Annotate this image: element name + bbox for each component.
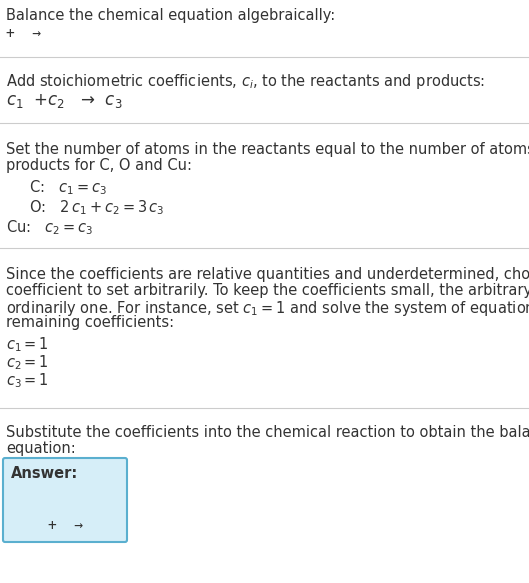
Text: Substitute the coefficients into the chemical reaction to obtain the balanced: Substitute the coefficients into the che… (6, 425, 529, 440)
Text: $c_2 = 1$: $c_2 = 1$ (6, 353, 49, 372)
Text: O:   $2\,c_1 + c_2 = 3\,c_3$: O: $2\,c_1 + c_2 = 3\,c_3$ (20, 198, 164, 217)
Text: ordinarily one. For instance, set $c_1 = 1$ and solve the system of equations fo: ordinarily one. For instance, set $c_1 =… (6, 299, 529, 318)
Text: Add stoichiometric coefficients, $c_i$, to the reactants and products:: Add stoichiometric coefficients, $c_i$, … (6, 72, 486, 91)
Text: $c_1$  +$c_2$   →  $c_3$: $c_1$ +$c_2$ → $c_3$ (6, 92, 123, 110)
Text: +  →: + → (6, 26, 41, 41)
Text: Cu:   $c_2 = c_3$: Cu: $c_2 = c_3$ (6, 218, 93, 237)
Text: products for C, O and Cu:: products for C, O and Cu: (6, 158, 193, 173)
Text: remaining coefficients:: remaining coefficients: (6, 315, 175, 330)
Text: Set the number of atoms in the reactants equal to the number of atoms in the: Set the number of atoms in the reactants… (6, 142, 529, 157)
Text: equation:: equation: (6, 441, 76, 456)
Text: Balance the chemical equation algebraically:: Balance the chemical equation algebraica… (6, 8, 335, 23)
Text: C:   $c_1 = c_3$: C: $c_1 = c_3$ (20, 178, 106, 196)
Text: $c_1 = 1$: $c_1 = 1$ (6, 335, 49, 354)
Text: Since the coefficients are relative quantities and underdetermined, choose a: Since the coefficients are relative quan… (6, 267, 529, 282)
Text: coefficient to set arbitrarily. To keep the coefficients small, the arbitrary va: coefficient to set arbitrarily. To keep … (6, 283, 529, 298)
FancyBboxPatch shape (3, 458, 127, 542)
Text: +  →: + → (48, 518, 83, 533)
Text: Answer:: Answer: (11, 466, 78, 481)
Text: $c_3 = 1$: $c_3 = 1$ (6, 371, 49, 389)
